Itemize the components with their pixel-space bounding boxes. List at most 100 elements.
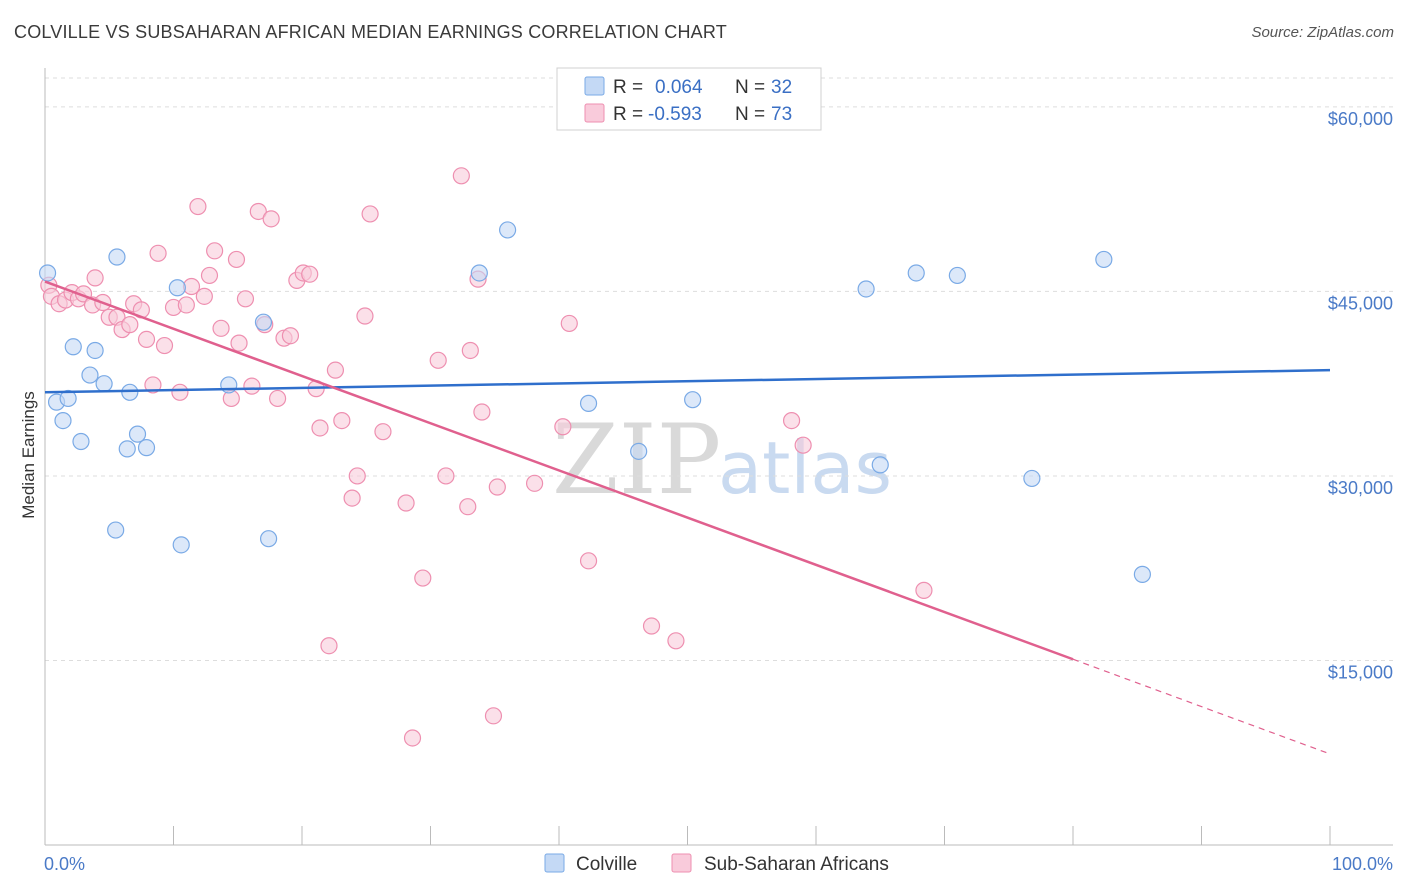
point-subsaharan [343,489,361,507]
legend-r-label-colville: R = [613,77,643,98]
point-colville [72,432,90,451]
grid-lines [45,77,1393,661]
point-colville [118,440,136,458]
series-subsaharan-points [40,167,933,747]
point-subsaharan [121,316,139,334]
point-subsaharan [915,581,933,599]
chart-title: COLVILLE VS SUBSAHARAN AFRICAN MEDIAN EA… [14,22,727,42]
point-subsaharan [326,361,345,379]
point-colville [121,383,139,401]
point-subsaharan [642,617,661,635]
point-subsaharan [177,296,195,314]
point-subsaharan [461,341,479,360]
point-colville [108,248,126,266]
point-subsaharan [137,330,156,349]
point-colville [948,266,966,285]
point-colville [220,376,238,394]
point-colville [1095,250,1113,269]
point-colville [907,264,925,282]
legend-r-value-colville: 0.064 [655,77,703,98]
point-subsaharan [579,552,598,570]
point-subsaharan [243,377,261,395]
point-colville [86,341,104,360]
point-colville [630,442,648,460]
point-subsaharan [189,197,207,216]
legend-r-value-subsaharan: -0.593 [648,104,702,125]
point-colville [254,313,273,331]
point-subsaharan [230,334,248,352]
point-subsaharan [459,498,477,516]
point-subsaharan [361,205,379,223]
point-colville [871,456,889,474]
point-subsaharan [414,569,432,587]
point-colville [95,375,113,393]
point-subsaharan [86,269,104,287]
y-tick-label: $60,000 [1328,109,1393,129]
point-subsaharan [200,266,219,285]
point-subsaharan [560,314,578,333]
point-colville [38,264,57,282]
trend-lines [44,280,1331,755]
point-subsaharan [794,436,812,454]
point-colville [259,530,278,548]
point-subsaharan [149,244,167,262]
trend-line-subsaharan [44,280,1074,661]
legend-swatch-colville [584,76,605,96]
point-subsaharan [667,632,685,650]
point-subsaharan [311,419,329,437]
point-subsaharan [171,383,189,401]
trend-line-colville [44,368,1331,394]
point-subsaharan [206,242,224,260]
point-colville [64,338,82,356]
point-subsaharan [554,418,572,436]
trend-line-subsaharan-extension [1072,658,1331,755]
point-colville [684,391,702,409]
point-subsaharan [473,403,491,421]
point-subsaharan [452,167,470,185]
point-colville [1133,565,1151,583]
axes [44,68,1393,846]
point-colville [172,536,190,554]
bottom-legend-colville: Colville [576,854,637,875]
legend-swatch-subsaharan [584,103,605,123]
point-subsaharan [484,707,503,725]
point-subsaharan [227,250,246,269]
bottom-legend-swatch-colville [544,853,565,873]
point-subsaharan [268,389,287,408]
point-colville [470,264,488,282]
point-subsaharan [301,265,319,283]
point-colville [168,279,186,297]
point-subsaharan [333,411,351,430]
point-subsaharan [262,210,280,228]
point-colville [54,411,72,430]
y-tick-label: $45,000 [1328,293,1393,313]
point-subsaharan [488,478,506,496]
watermark-zip: ZIP [552,404,721,516]
watermark: ZIP atlas [552,404,892,516]
point-subsaharan [281,327,300,345]
point-subsaharan [525,474,544,492]
y-axis-label: Median Earnings [19,391,38,519]
point-subsaharan [155,336,174,355]
legend-r-label-subsaharan: R = [613,104,643,125]
x-tick-label-end: 100.0% [1332,854,1393,874]
point-subsaharan [212,319,230,337]
legend-n-label-subsaharan: N = [735,104,765,125]
point-colville [857,280,875,298]
legend-n-value-subsaharan: 73 [771,104,792,125]
point-subsaharan [429,351,447,369]
x-tick-label-start: 0.0% [44,854,85,874]
point-subsaharan [249,202,267,221]
legend-n-label-colville: N = [735,77,765,98]
point-colville [137,439,156,457]
legend-n-value-colville: 32 [771,77,792,98]
y-tick-label: $30,000 [1328,478,1393,498]
point-colville [1023,469,1041,488]
point-subsaharan [437,467,455,485]
y-tick-label: $15,000 [1328,662,1393,682]
point-colville [81,366,99,384]
point-colville [128,425,147,443]
point-subsaharan [320,637,338,655]
point-subsaharan [374,423,392,441]
